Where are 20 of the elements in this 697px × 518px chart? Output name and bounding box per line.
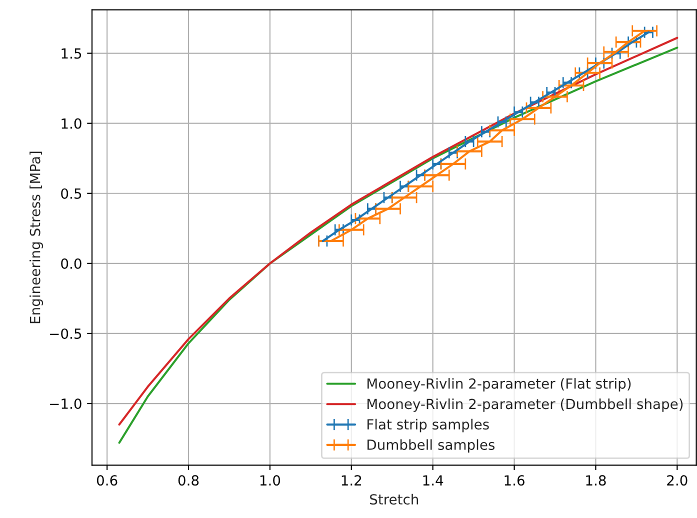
x-tick-label: 1.8: [586, 475, 606, 486]
y-tick-label: 1.0: [62, 118, 82, 129]
x-tick-label: 1.0: [260, 475, 280, 486]
y-tick-label: 0.5: [61, 188, 82, 199]
x-tick-label: 0.8: [178, 475, 199, 486]
legend-label: Mooney-Rivlin 2-parameter (Dumbbell shape): [368, 398, 683, 412]
y-tick-label: −0.5: [50, 328, 82, 339]
legend-label: Flat strip samples: [368, 418, 489, 432]
x-tick-label: 0.6: [96, 475, 118, 486]
x-axis-title: Stretch: [370, 494, 418, 505]
x-tick-label: 1.4: [423, 475, 444, 486]
y-tick-label: 1.5: [62, 48, 82, 59]
legend-label: Dumbbell samples: [368, 439, 495, 453]
x-tick-label: 1.6: [504, 475, 524, 486]
x-tick-label: 1.2: [342, 475, 362, 486]
x-tick-label: 2.0: [667, 475, 688, 486]
y-tick-label: 0.0: [61, 258, 82, 269]
y-tick-label: −1.0: [50, 398, 82, 409]
y-axis-title: Engineering Stress [MPa]: [30, 152, 43, 324]
legend-label: Mooney-Rivlin 2-parameter (Flat strip): [368, 378, 631, 392]
